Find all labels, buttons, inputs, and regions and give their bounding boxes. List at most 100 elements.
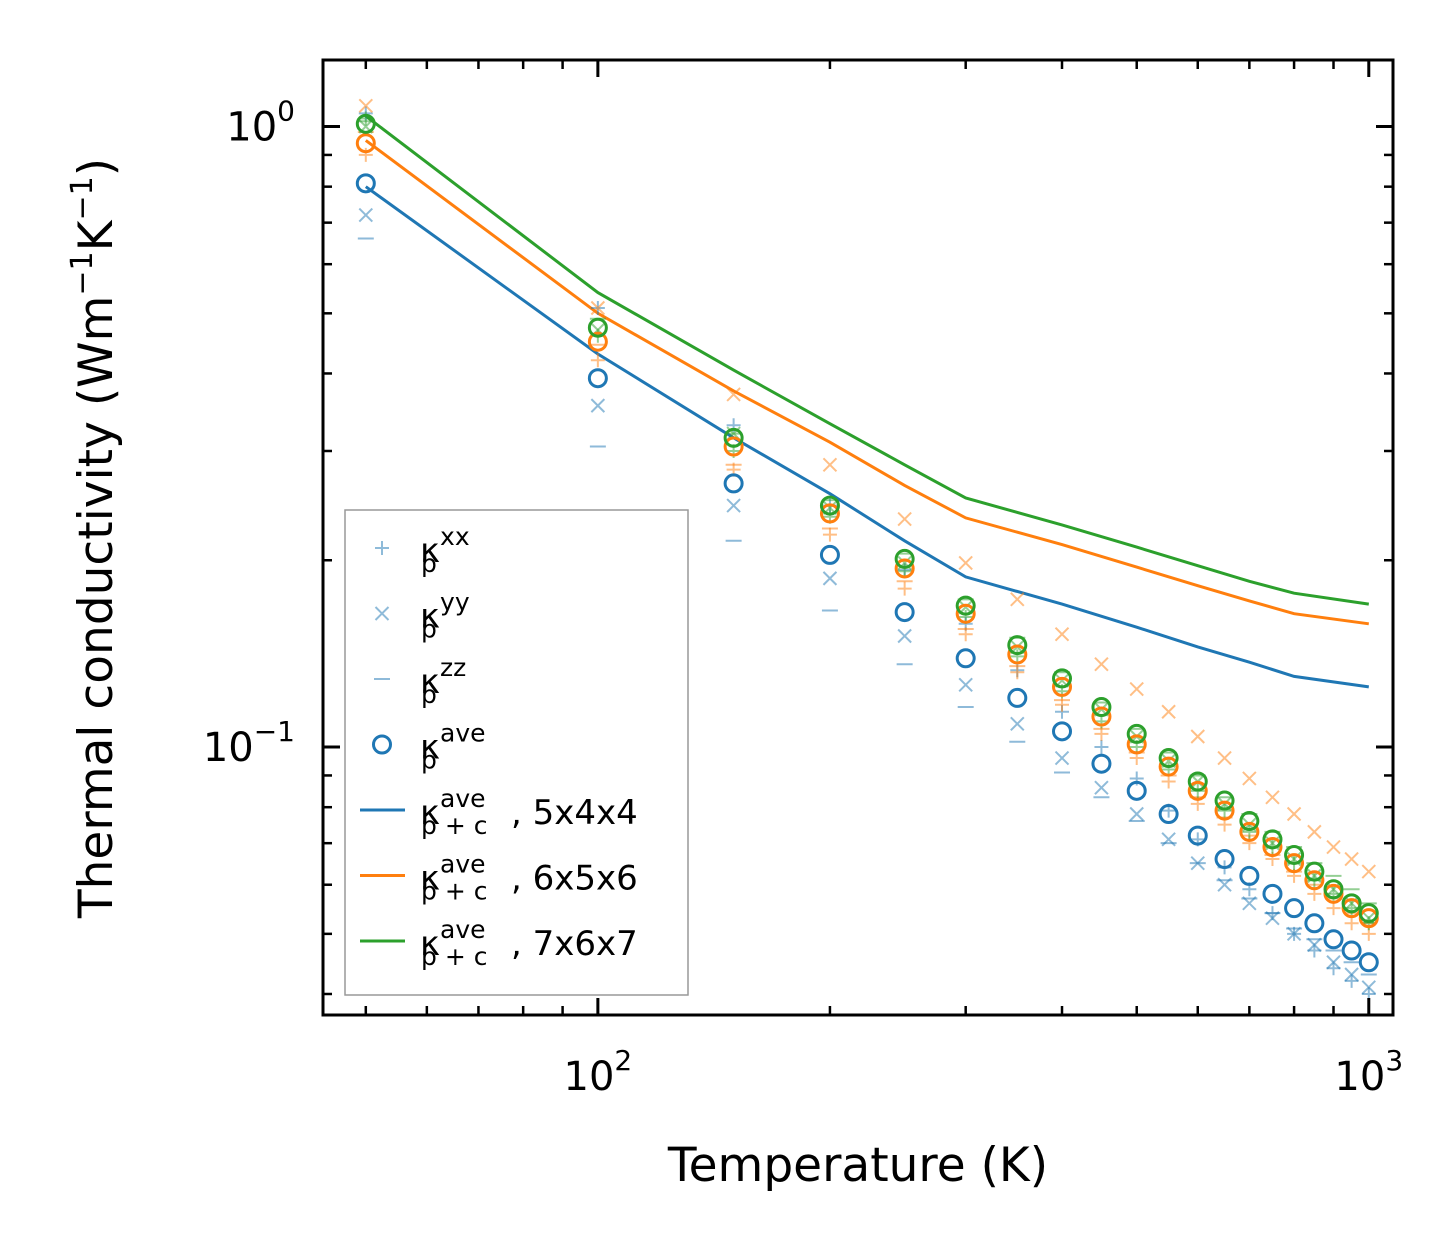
point-kave <box>587 331 608 352</box>
point-kave <box>1126 734 1147 755</box>
point-kyy <box>897 511 912 527</box>
point-kave <box>1187 825 1208 846</box>
point-kave <box>1341 893 1362 914</box>
point-kave <box>1052 676 1073 697</box>
legend-suffix: , 6x5x6 <box>511 859 638 899</box>
legend-symbol: κ <box>420 728 440 768</box>
point-kave <box>723 436 744 457</box>
point-kave <box>1091 753 1112 774</box>
point-kyy <box>1161 704 1176 719</box>
line-series-1 <box>364 139 1370 626</box>
legend-symbol: κ <box>420 597 440 637</box>
legend-sup: zz <box>440 653 466 682</box>
point-kyy <box>358 98 374 113</box>
legend-label: κxx p <box>420 522 470 578</box>
point-kave <box>819 503 840 524</box>
point-kyy <box>590 398 606 413</box>
point-kxx <box>897 581 912 596</box>
legend-sup: xx <box>440 522 470 551</box>
point-kxx <box>590 353 605 368</box>
x-tick-label: 103 <box>1334 1044 1403 1100</box>
y-axis-label-exp2: −1 <box>65 176 100 220</box>
point-kyy <box>1129 806 1144 822</box>
point-kxx <box>1344 916 1359 931</box>
y-tick-exponent: −1 <box>254 715 295 748</box>
series-ave-5x4x4 <box>355 173 1379 973</box>
point-kave <box>1323 879 1344 900</box>
point-kyy <box>958 555 973 571</box>
point-kave <box>1158 748 1179 769</box>
y-tick-base: 10 <box>226 105 277 151</box>
point-kyy <box>897 628 912 644</box>
point-kyy <box>1344 896 1359 911</box>
legend-suffix: , 5x4x4 <box>511 793 638 833</box>
point-kave <box>1341 940 1362 961</box>
legend-box <box>344 509 689 996</box>
legend-label: κave p + c , 5x4x4 <box>420 784 638 840</box>
point-kyy <box>822 457 838 473</box>
line-series-group <box>364 114 1370 689</box>
y-axis-label-k: K <box>69 219 124 251</box>
legend-sup: ave <box>440 850 486 879</box>
point-kyy <box>1326 955 1341 970</box>
point-kyy <box>1242 771 1257 786</box>
point-kyy <box>1010 716 1025 732</box>
point-kave <box>1304 861 1325 882</box>
point-kave <box>1158 804 1179 825</box>
point-kave <box>1187 771 1208 792</box>
point-kyy <box>1344 967 1359 982</box>
point-kave <box>1007 635 1028 656</box>
legend-label: κyy p <box>420 588 470 644</box>
legend-symbol: κ <box>420 662 440 702</box>
point-kave <box>1358 903 1379 924</box>
point-kave <box>1126 780 1147 801</box>
y-axis-label: Thermal conductivity (Wm−1K−1) <box>65 158 124 919</box>
point-kave <box>1239 821 1260 842</box>
legend-symbol: κ <box>420 859 440 899</box>
point-kyy <box>1361 864 1376 879</box>
point-kave <box>819 544 840 565</box>
point-kave <box>1304 870 1325 891</box>
y-tick-label: 10−1 <box>203 715 295 771</box>
line-series-0 <box>364 185 1370 689</box>
point-kave <box>1284 853 1305 874</box>
legend-marker-circle <box>372 734 392 755</box>
point-kyy <box>1286 926 1302 942</box>
point-kave <box>1214 790 1235 811</box>
point-kave <box>1284 844 1305 865</box>
line-series-2 <box>364 114 1370 606</box>
point-kave <box>894 548 915 569</box>
legend-sub: p <box>421 549 437 578</box>
point-kave <box>723 427 744 448</box>
legend-sub: p <box>421 746 437 775</box>
legend-label: κave p + c , 6x5x6 <box>420 850 638 906</box>
point-kave <box>1262 883 1283 904</box>
point-kxx <box>1094 740 1109 755</box>
series-ave-7x6x7 <box>355 113 1379 924</box>
legend-suffix: , 7x6x7 <box>511 924 638 964</box>
point-kyy <box>822 571 838 586</box>
point-kyy <box>358 207 374 223</box>
point-kyy <box>1326 839 1341 855</box>
point-kave <box>355 113 376 134</box>
point-kave <box>894 558 915 579</box>
point-kave <box>1126 723 1147 744</box>
point-kave <box>1262 837 1283 858</box>
x-tick-base: 10 <box>564 1054 615 1100</box>
point-kave <box>1239 811 1260 832</box>
legend-sup: yy <box>440 588 470 617</box>
point-kyy <box>1265 790 1280 805</box>
legend-marker-cross <box>374 606 390 621</box>
point-kave <box>355 133 376 154</box>
point-kyy <box>1054 750 1070 766</box>
point-kave <box>723 473 744 494</box>
point-kave <box>955 603 976 624</box>
point-kyy <box>1217 750 1232 766</box>
y-axis-label-main: Thermal conductivity (Wm <box>69 296 124 919</box>
point-kave <box>1358 952 1379 973</box>
point-kave <box>1214 849 1235 870</box>
point-kave <box>955 595 976 616</box>
point-kave <box>1052 668 1073 689</box>
y-axis-label-exp1: −1 <box>65 251 100 295</box>
legend-label: κave p <box>420 719 486 775</box>
